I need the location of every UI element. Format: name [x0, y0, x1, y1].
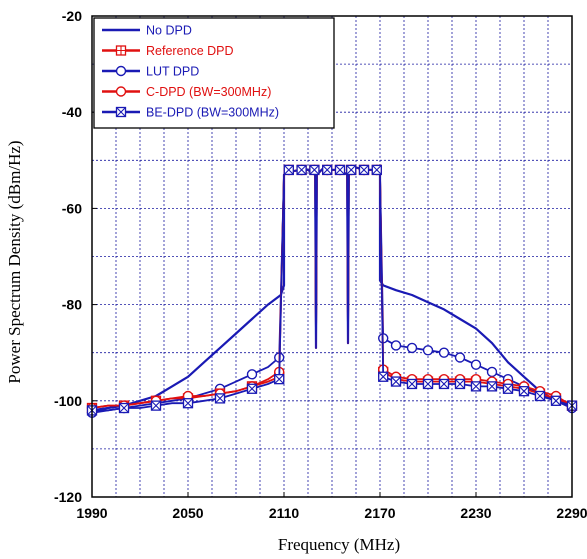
y-tick-label: -80	[62, 297, 82, 313]
y-tick-label: -60	[62, 200, 82, 216]
legend-label: LUT DPD	[146, 65, 199, 79]
square-x-marker-cross	[378, 371, 389, 382]
tick-labels: 1990 2050 2110 2170 2230 2290 -20 -40 -60 -80 -100…	[54, 8, 587, 521]
square-x-marker-cross	[274, 374, 285, 385]
x-tick-label: 2050	[172, 505, 203, 521]
circle-marker	[390, 340, 402, 351]
square-x-marker-cross	[407, 379, 417, 389]
y-axis-title: Power Spectrum Density (dBm/Hz)	[5, 140, 24, 383]
series-line	[91, 166, 573, 409]
square-x-marker-cross	[439, 379, 449, 389]
circle-marker	[115, 65, 127, 77]
x-tick-label: 2230	[460, 505, 491, 521]
x-tick-label: 1990	[76, 505, 107, 521]
square-x-marker-cross	[215, 393, 225, 404]
circle-marker	[454, 352, 466, 363]
square-x-marker-cross	[535, 391, 545, 401]
x-tick-label: 2110	[269, 505, 300, 521]
square-x-marker-cross	[391, 376, 401, 387]
circle-marker	[115, 86, 127, 97]
square-x-marker-cross	[151, 400, 161, 411]
square-x-marker-cross	[423, 379, 433, 389]
square-x-marker-cross	[296, 165, 307, 175]
square-x-marker-cross	[455, 379, 465, 389]
legend-label: C-DPD (BW=300MHz)	[146, 85, 271, 99]
x-axis-title: Frequency (MHz)	[278, 535, 400, 554]
square-x-marker-cross	[371, 165, 382, 175]
legend-label: No DPD	[146, 24, 192, 38]
square-x-marker-cross	[322, 165, 333, 175]
square-x-marker-cross	[519, 386, 529, 397]
series-layer	[86, 164, 578, 419]
square-x-marker-cross	[551, 395, 561, 406]
square-x-marker-cross	[359, 165, 369, 175]
y-tick-label: -40	[62, 104, 82, 120]
square-x-marker-cross	[119, 403, 129, 413]
square-x-marker-cross	[471, 381, 481, 392]
legend-label: BE-DPD (BW=300MHz)	[146, 106, 279, 120]
legend-item: Reference DPD	[102, 44, 234, 58]
legend-item: No DPD	[102, 24, 192, 38]
x-tick-label: 2290	[556, 505, 587, 521]
legend-item: C-DPD (BW=300MHz)	[102, 85, 271, 99]
square-x-marker-cross	[503, 383, 513, 394]
circle-marker	[486, 366, 498, 378]
y-tick-label: -20	[62, 8, 82, 24]
legend-item: BE-DPD (BW=300MHz)	[102, 106, 279, 120]
legend-box	[93, 17, 335, 129]
legend-item: LUT DPD	[102, 65, 199, 79]
square-x-marker-cross	[487, 381, 497, 392]
circle-marker	[422, 345, 434, 356]
plot-frame	[91, 15, 573, 498]
legend-label: Reference DPD	[146, 44, 234, 58]
series-be-dpd	[86, 164, 578, 416]
circle-marker	[470, 359, 482, 370]
y-tick-label: -100	[54, 393, 82, 409]
square-x-marker-cross	[346, 165, 357, 175]
y-tick-label: -120	[54, 489, 82, 505]
square-x-marker-cross	[247, 383, 257, 394]
x-tick-label: 2170	[364, 505, 395, 521]
square-x-marker-cross	[116, 107, 126, 117]
circle-marker	[246, 369, 258, 380]
square-x-marker-cross	[283, 165, 294, 175]
legend: No DPD Reference DPD LUT DPD C-DPD (BW=300M…	[93, 17, 335, 129]
series-line	[91, 166, 573, 409]
square-x-marker-cross	[335, 165, 345, 175]
circle-marker	[406, 342, 418, 354]
square-x-marker-cross	[309, 165, 320, 175]
square-x-marker-cross	[183, 398, 193, 409]
circle-marker	[438, 347, 450, 358]
series-lut	[86, 164, 578, 419]
square-plus-marker-cross	[116, 46, 126, 55]
